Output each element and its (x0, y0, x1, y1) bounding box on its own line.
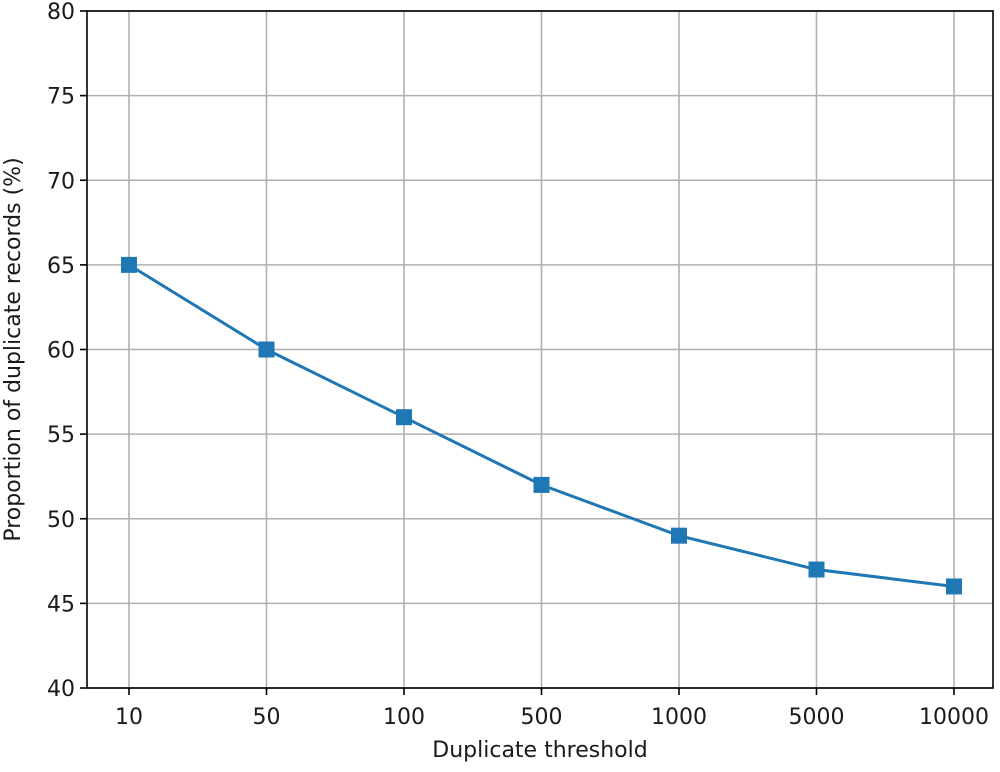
data-point-marker (121, 256, 137, 273)
data-point-marker (808, 561, 825, 578)
y-tick-label: 55 (47, 423, 75, 448)
y-tick-label: 65 (47, 254, 75, 279)
x-axis-label: Duplicate threshold (432, 738, 647, 763)
x-tick-label: 5000 (789, 705, 845, 730)
y-axis-label: Proportion of duplicate records (%) (1, 157, 26, 541)
y-tick-label: 40 (47, 677, 75, 702)
y-tick-label: 80 (47, 0, 75, 25)
y-tick-label: 75 (47, 85, 75, 110)
y-tick-label: 60 (47, 339, 75, 364)
x-tick-label: 10000 (919, 705, 989, 730)
x-tick-label: 10 (115, 705, 143, 730)
x-tick-label: 50 (253, 705, 281, 730)
data-point-marker (396, 409, 412, 426)
data-point-marker (533, 476, 550, 493)
x-tick-label: 1000 (651, 705, 707, 730)
data-point-marker (671, 527, 687, 544)
series-layer (121, 256, 962, 595)
x-tick-label: 100 (383, 705, 425, 730)
y-tick-label: 70 (47, 169, 75, 194)
axis-ticks: 10 50 100 500 1000 5000 10000 40 45 50 55 60 65 70 75 8… (47, 0, 989, 730)
data-point-marker (946, 578, 962, 595)
x-tick-label: 500 (521, 705, 563, 730)
y-tick-label: 45 (47, 592, 75, 617)
data-point-marker (258, 341, 275, 358)
y-tick-label: 50 (47, 508, 75, 533)
grid (87, 10, 993, 689)
